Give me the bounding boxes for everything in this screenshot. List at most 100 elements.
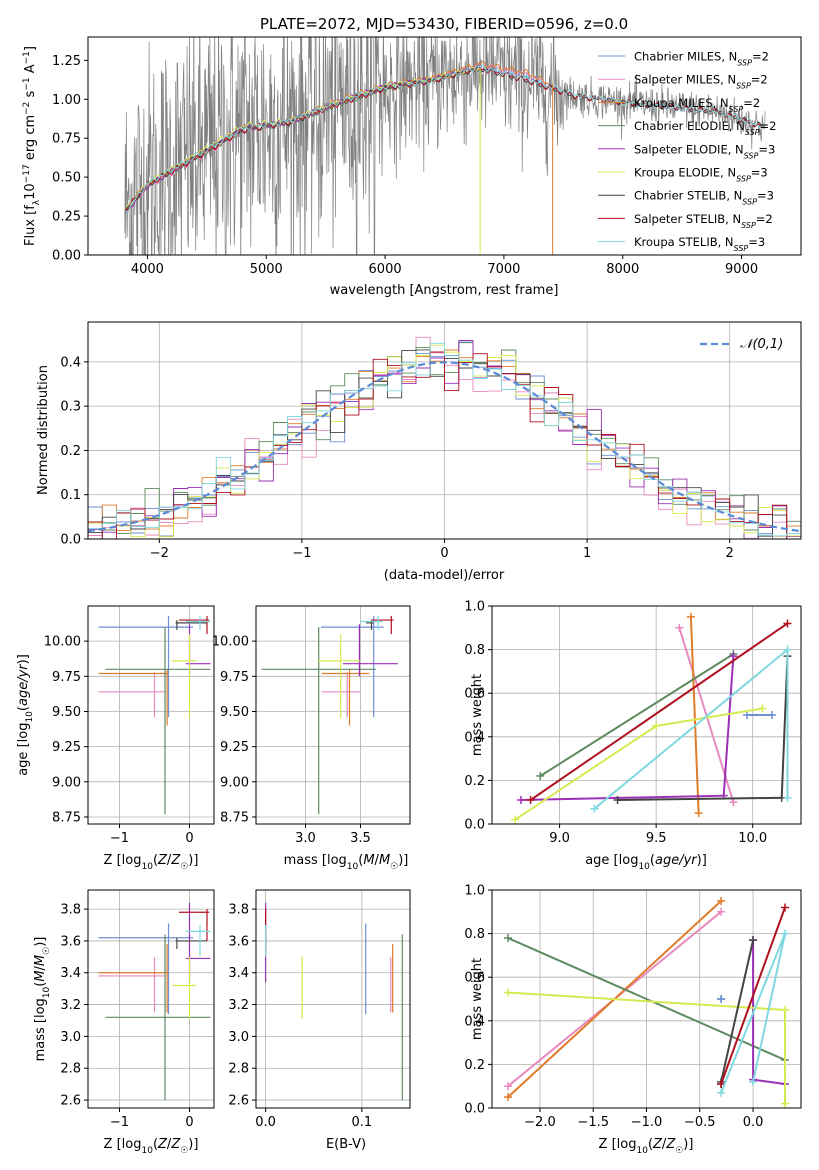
axes-frame <box>255 889 411 1109</box>
y-tick-label: 0.0 <box>464 1102 485 1117</box>
x-tick-label: 7000 <box>487 262 520 277</box>
weight-marker-0 <box>717 995 726 1003</box>
axis-label: Z [log10(Z/Z☉)] <box>104 1137 199 1156</box>
legend-label-part: =2 <box>760 119 777 133</box>
x-tick-label: 2 <box>726 546 734 561</box>
axis-label-part: )] <box>16 654 31 664</box>
y-tick-label: 3.0 <box>228 1030 249 1045</box>
legend-label-part: =3 <box>757 189 774 203</box>
axis-label-part: ( <box>33 982 48 987</box>
axis-label-part: ( <box>16 706 31 711</box>
y-tick-label: 9.25 <box>52 740 81 755</box>
spectrum-title: PLATE=2072, MJD=53430, FIBERID=0596, z=0… <box>260 15 628 33</box>
axis-label-part: Z <box>665 1137 676 1152</box>
weight-vs-age-panel: 9.0 9.5 10.0 0.0 0.2 0.4 0.6 0.8 1.0 age [log10(a… <box>464 600 802 872</box>
weight-marker-1 <box>729 798 738 807</box>
legend-label-part: Kroupa MILES, N <box>634 96 729 110</box>
legend-label-part: SSP <box>737 58 752 67</box>
axis-label-part: age [log <box>16 723 31 776</box>
y-tick-label: 2.6 <box>228 1094 249 1109</box>
weight-marker-7 <box>783 619 792 628</box>
y-tick-label: 3.0 <box>60 1030 81 1045</box>
y-tick-label: 8.75 <box>52 810 81 825</box>
axis-label-part: mass [log <box>33 998 48 1061</box>
legend-label-7: Salpeter STELIB, NSSP=2 <box>634 212 773 230</box>
x-tick-label: 10.0 <box>738 831 767 846</box>
axis-label-part: ☉ <box>675 1146 683 1156</box>
weight-marker-2 <box>694 809 703 818</box>
y-tick-label: 2.8 <box>228 1062 249 1077</box>
weight-line-3 <box>539 653 734 777</box>
axis-label-part: M <box>33 970 48 981</box>
x-tick-label: 5000 <box>250 262 283 277</box>
axis-label-part: ☉ <box>42 947 52 955</box>
x-tick-label: 6000 <box>369 262 402 277</box>
legend-label-0: Chabrier MILES, NSSP=2 <box>634 50 769 68</box>
weight-marker-3 <box>503 933 512 942</box>
axis-label-part: M <box>379 853 390 868</box>
axis-label-part: erg cm <box>23 115 38 164</box>
x-tick-label: 0.0 <box>743 1115 764 1130</box>
weight-marker-2 <box>686 612 695 621</box>
model-series-8 <box>124 64 765 213</box>
legend-label-part: Chabrier MILES, N <box>634 50 737 64</box>
weight-marker-5 <box>511 815 520 824</box>
y-axis-label: mass weight <box>470 674 485 756</box>
y-tick-label: 9.25 <box>220 740 249 755</box>
legend-label-part: SSP <box>736 174 751 183</box>
axis-label-part: M <box>363 853 374 868</box>
x-tick-label: −1 <box>110 831 129 846</box>
weight-marker-5 <box>503 988 512 997</box>
axis-label: mass [log10(M/M☉)] <box>284 853 409 872</box>
axis-label-part: s <box>23 90 38 101</box>
axis-label-part: Z <box>652 1137 663 1152</box>
y-tick-label: 0.4 <box>60 355 81 370</box>
y-tick-label: 0.0 <box>60 533 81 548</box>
y-tick-label: 0.50 <box>52 171 81 186</box>
y-tick-label: 0.25 <box>52 210 81 225</box>
x-tick-label: −1 <box>110 1115 129 1130</box>
x-tick-label: 0.0 <box>255 1115 276 1130</box>
x-tick-label: 8000 <box>606 262 639 277</box>
legend-label-part: =3 <box>751 166 768 180</box>
y-tick-label: 9.50 <box>52 705 81 720</box>
legend-label-part: =3 <box>758 142 775 156</box>
axis-label-part: )] <box>697 853 707 868</box>
weight-line-6 <box>617 656 789 801</box>
weight-marker-3 <box>536 772 545 781</box>
y-tick-label: 8.75 <box>220 810 249 825</box>
axis-label-part: ( <box>358 853 363 868</box>
y-tick-label: 9.75 <box>52 670 81 685</box>
y-tick-label: 0.2 <box>60 444 81 459</box>
axis-label-part: −17 <box>22 164 32 183</box>
age-vs-mass-panel: 3.0 3.5 8.75 9.00 9.25 9.50 9.75 10.00 mass [log… <box>212 605 411 872</box>
axis-label-part: Z <box>170 1137 181 1152</box>
y-tick-label: 0.2 <box>464 774 485 789</box>
y-tick-label: 0.4 <box>464 730 485 745</box>
y-tick-label: 10.00 <box>44 635 81 650</box>
y-axis-label: Normed distribution <box>36 365 51 495</box>
axis-label-part: Z <box>157 1137 168 1152</box>
y-tick-label: 0.8 <box>464 643 485 658</box>
axis-label-part: Z <box>157 853 168 868</box>
axis-label-part: A <box>23 64 38 77</box>
axis-label: Z [log10(Z/Z☉)] <box>599 1137 694 1156</box>
legend-label: 𝒩(0,1) <box>740 337 783 352</box>
axis-label-part: 10 <box>347 862 359 872</box>
axis-label-part: −2 <box>22 102 32 115</box>
axis-label-part: λ <box>32 199 42 205</box>
x-axis-label: wavelength [Angstrom, rest frame] <box>330 283 559 298</box>
axis-label-part: ( <box>153 1137 158 1152</box>
weight-marker-8 <box>590 804 599 813</box>
weight-marker-5 <box>781 1005 790 1014</box>
y-tick-label: 0.00 <box>52 249 81 264</box>
weight-marker-5 <box>781 1099 790 1108</box>
y-tick-label: 0.2 <box>464 1058 485 1073</box>
weight-marker-8 <box>749 1077 758 1086</box>
axis-label: Flux [fλ10−17 erg cm−2 s−1 A−1] <box>22 46 42 246</box>
y-tick-label: 1.00 <box>52 93 81 108</box>
weight-marker-2 <box>717 896 726 905</box>
axis-label-part: 10 <box>638 862 650 872</box>
axis-label-part: age/yr <box>655 853 698 868</box>
y-tick-label: 3.2 <box>228 998 249 1013</box>
